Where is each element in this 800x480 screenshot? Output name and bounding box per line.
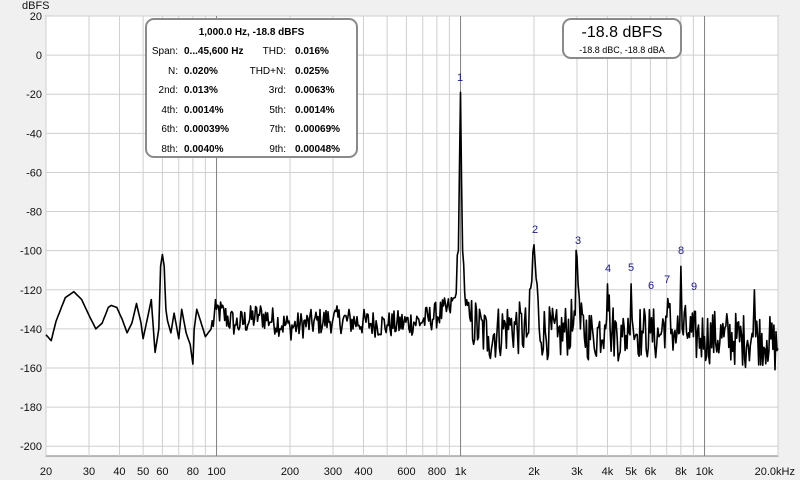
stats-row: Span: 0...45,600 Hz THD: 0.016% bbox=[147, 46, 356, 60]
y-tick-label: -40 bbox=[26, 128, 42, 140]
stat-value: 0.0040% bbox=[184, 143, 224, 155]
level-sub-readout: -18.8 dBC, -18.8 dBA bbox=[579, 45, 665, 55]
stat-label: THD: bbox=[262, 46, 286, 57]
y-tick-label: -180 bbox=[20, 402, 42, 414]
harmonic-label-4: 4 bbox=[605, 263, 611, 275]
x-tick-label: 800 bbox=[428, 466, 446, 478]
harmonic-label-7: 7 bbox=[664, 274, 670, 286]
stat-value: 0.016% bbox=[295, 46, 329, 57]
stat-label: N: bbox=[168, 65, 178, 77]
stat-value: 0.0014% bbox=[184, 104, 224, 116]
x-tick-label: 20 bbox=[40, 466, 52, 478]
stats-title: 1,000.0 Hz, -18.8 dBFS bbox=[198, 27, 305, 38]
y-tick-label: -100 bbox=[20, 246, 42, 258]
stat-label: Span: bbox=[151, 46, 178, 57]
stat-value: 0.0063% bbox=[295, 85, 335, 96]
stats-row: 4th: 0.0014% 5th: 0.0014% bbox=[147, 105, 356, 119]
level-readout-panel: -18.8 dBFS -18.8 dBC, -18.8 dBA bbox=[562, 18, 682, 59]
x-tick-label: 30 bbox=[83, 466, 95, 478]
x-tick-label: 3k bbox=[571, 466, 583, 478]
stat-label: 6th: bbox=[161, 124, 178, 135]
x-tick-label: 5k bbox=[625, 466, 637, 478]
stat-value: 0.013% bbox=[184, 85, 218, 96]
stat-label: 3rd: bbox=[268, 85, 286, 96]
axis-ticks: 200-20-40-60-80-100-120-140-160-180-2002… bbox=[20, 11, 795, 478]
x-tick-label: 60 bbox=[156, 466, 168, 478]
x-tick-label: 200 bbox=[281, 466, 299, 478]
stat-label: 5th: bbox=[269, 104, 286, 116]
spectrum-trace bbox=[45, 91, 779, 371]
harmonic-label-8: 8 bbox=[678, 245, 684, 257]
level-main-readout: -18.8 dBFS bbox=[581, 24, 663, 41]
stat-label: 2nd: bbox=[158, 85, 178, 96]
stat-value: 0.020% bbox=[184, 65, 218, 77]
stat-value: 0.00069% bbox=[295, 124, 341, 135]
x-tick-label: 40 bbox=[113, 466, 125, 478]
y-tick-label: -200 bbox=[20, 441, 42, 453]
stats-row: 6th: 0.00039% 7th: 0.00069% bbox=[147, 124, 356, 138]
x-tick-label: 1k bbox=[455, 466, 467, 478]
harmonic-label-6: 6 bbox=[648, 280, 654, 292]
y-axis-unit: dBFS bbox=[22, 0, 50, 12]
y-tick-label: 0 bbox=[36, 50, 42, 62]
x-tick-label: 100 bbox=[207, 466, 225, 478]
stats-row: 8th: 0.0040% 9th: 0.00048% bbox=[147, 144, 356, 158]
x-tick-label: 4k bbox=[602, 466, 614, 478]
distortion-stats-panel: 1,000.0 Hz, -18.8 dBFS Span: 0...45,600 H… bbox=[145, 18, 358, 158]
harmonic-labels: 1 2 3 4 5 6 7 8 9 bbox=[457, 72, 697, 293]
x-tick-label: 2k bbox=[528, 466, 540, 478]
x-tick-label: 600 bbox=[397, 466, 415, 478]
x-tick-label: 6k bbox=[645, 466, 657, 478]
stat-value: 0.00039% bbox=[184, 124, 230, 135]
y-tick-label: -160 bbox=[20, 363, 42, 375]
y-tick-label: -140 bbox=[20, 324, 42, 336]
x-tick-label: 50 bbox=[137, 466, 149, 478]
x-tick-label: 300 bbox=[324, 466, 342, 478]
y-tick-label: -80 bbox=[26, 207, 42, 219]
stat-value: 0.0014% bbox=[295, 104, 335, 116]
harmonic-label-9: 9 bbox=[691, 281, 697, 293]
harmonic-label-1: 1 bbox=[457, 72, 463, 84]
y-tick-label: -120 bbox=[20, 285, 42, 297]
harmonic-label-3: 3 bbox=[575, 235, 581, 247]
x-tick-label: 8k bbox=[675, 466, 687, 478]
harmonic-label-5: 5 bbox=[628, 262, 634, 274]
stats-row: 2nd: 0.013% 3rd: 0.0063% bbox=[147, 85, 356, 99]
stats-row: N: 0.020% THD+N: 0.025% bbox=[147, 66, 356, 80]
x-tick-label: 20.0kHz bbox=[755, 466, 795, 478]
x-tick-label: 80 bbox=[187, 466, 199, 478]
stat-label: 4th: bbox=[161, 104, 178, 116]
stat-label: THD+N: bbox=[249, 65, 286, 77]
harmonic-label-2: 2 bbox=[532, 224, 538, 236]
x-tick-label: 10k bbox=[696, 466, 714, 478]
stat-label: 7th: bbox=[269, 124, 286, 135]
stat-value: 0.00048% bbox=[295, 143, 341, 155]
stat-value: 0.025% bbox=[295, 65, 329, 77]
x-tick-label: 400 bbox=[354, 466, 372, 478]
y-tick-label: 20 bbox=[30, 11, 42, 23]
y-tick-label: -60 bbox=[26, 167, 42, 179]
stat-label: 8th: bbox=[161, 143, 178, 155]
stat-value: 0...45,600 Hz bbox=[184, 46, 244, 57]
y-tick-label: -20 bbox=[26, 89, 42, 101]
stat-label: 9th: bbox=[269, 143, 286, 155]
